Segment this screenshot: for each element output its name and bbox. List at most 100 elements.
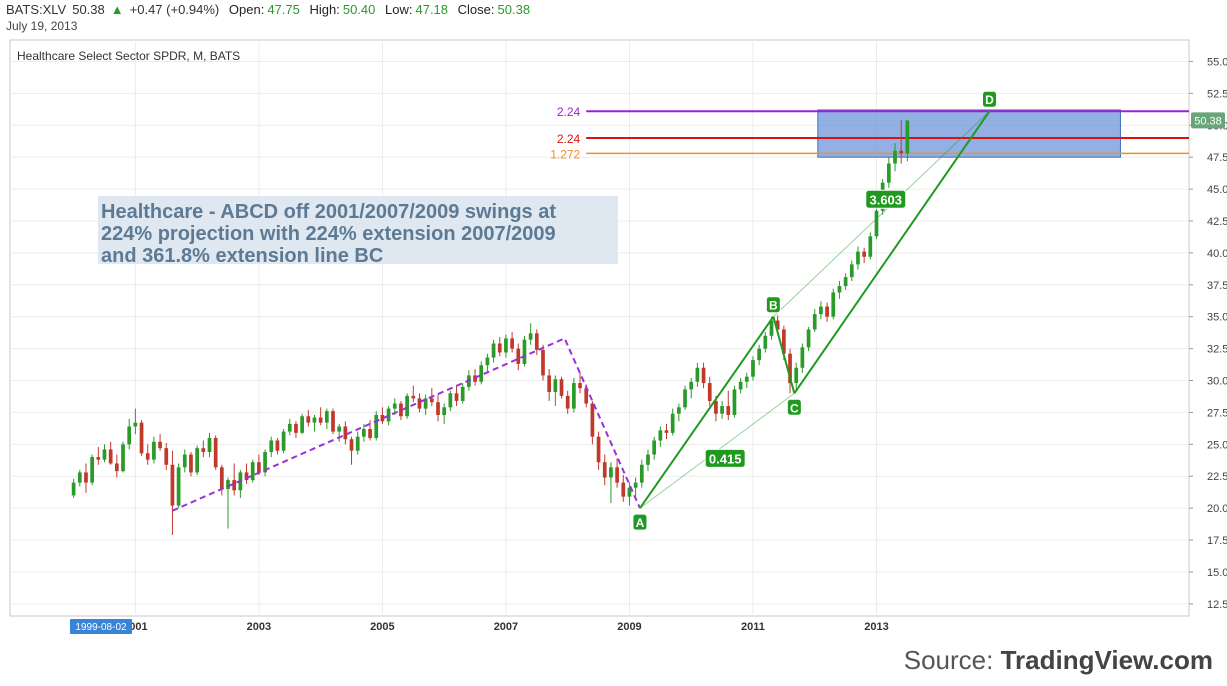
- candle-body: [862, 251, 866, 257]
- candle-body: [782, 329, 786, 354]
- candle-body: [368, 429, 372, 438]
- candle-body: [257, 462, 261, 473]
- candle-body: [905, 120, 910, 154]
- last-price: 50.38: [72, 2, 105, 17]
- candle-body: [788, 353, 792, 384]
- candle-body: [744, 376, 749, 382]
- pattern-point-label: C: [790, 401, 799, 415]
- annotation-line: and 361.8% extension line BC: [101, 245, 383, 267]
- y-tick-label: 37.50: [1207, 280, 1227, 292]
- candle-body: [306, 416, 311, 423]
- candle-body: [621, 482, 626, 497]
- candle-body: [287, 423, 292, 432]
- high-value: 50.40: [342, 2, 376, 17]
- candle-body: [133, 422, 138, 427]
- x-start-label: 1999-08-02: [75, 622, 127, 633]
- pattern-bd-line: [773, 110, 990, 318]
- candle-body: [195, 448, 199, 473]
- ratio-badge: [704, 448, 746, 468]
- candle-body: [534, 333, 539, 350]
- candle-body: [553, 379, 558, 393]
- candle-body: [485, 357, 490, 366]
- candle-body: [176, 467, 181, 506]
- candle-body: [170, 464, 175, 506]
- candle-body: [683, 389, 687, 408]
- candle-body: [559, 379, 564, 396]
- candle-body: [460, 386, 465, 401]
- candle-body: [652, 440, 657, 455]
- last-price-tag: [1191, 112, 1225, 129]
- candle-body: [794, 367, 799, 384]
- symbol-label[interactable]: BATS:XLV: [6, 2, 67, 17]
- x-start-flag: [70, 619, 132, 634]
- candle-body: [751, 360, 755, 377]
- y-tick-label: 35.00: [1207, 312, 1227, 324]
- y-tick-label: 12.50: [1207, 599, 1227, 611]
- y-tick-label: 42.50: [1207, 216, 1227, 228]
- x-tick-label: 2007: [494, 621, 518, 633]
- candle-body: [800, 347, 805, 368]
- candle-body: [102, 449, 107, 460]
- candle-body: [707, 383, 712, 401]
- candle-body: [670, 413, 675, 433]
- price-chart[interactable]: 12.50 15.00 17.50 20.00 22.50 25.00 27.50 30.00…: [0, 0, 1227, 640]
- candle-body: [720, 406, 724, 414]
- annotation-line: 224% projection with 224% extension 2007…: [101, 223, 556, 245]
- candle-body: [516, 348, 521, 364]
- candle-body: [528, 333, 533, 340]
- candle-body: [615, 467, 619, 483]
- last-price-label: 50.38: [1194, 115, 1222, 127]
- candle-body: [380, 414, 385, 422]
- y-tick-label: 32.50: [1207, 344, 1227, 356]
- low-label: Low:: [385, 2, 413, 17]
- source-name: TradingView.com: [1000, 645, 1213, 675]
- y-tick-label: 27.50: [1207, 407, 1227, 419]
- annotation-text: Healthcare - ABCD off 2001/2007/2009 swi…: [101, 201, 556, 267]
- y-tick-label: 30.00: [1207, 376, 1227, 388]
- candle-body: [300, 416, 304, 433]
- candle-body: [250, 462, 255, 481]
- candle-body: [275, 440, 280, 451]
- candle-body: [213, 437, 218, 468]
- target-zone-box: [817, 109, 1121, 158]
- pattern-bc-line: [772, 316, 796, 394]
- candle-body: [96, 457, 101, 460]
- quote-date: July 19, 2013: [6, 19, 78, 33]
- candle-body: [757, 348, 762, 361]
- annotation-box: [98, 196, 618, 264]
- candle-body: [738, 381, 743, 390]
- candle-body: [158, 441, 162, 449]
- candle-body: [812, 314, 817, 330]
- candle-body: [609, 467, 613, 478]
- pattern-point-c: [786, 398, 802, 416]
- ratio-label: 3.603: [869, 192, 902, 207]
- candle-body: [893, 150, 897, 164]
- candle-body: [819, 306, 823, 315]
- candle-body: [417, 398, 422, 409]
- low-value: 47.18: [415, 2, 449, 17]
- candle-body: [349, 439, 354, 451]
- candle-body: [269, 440, 274, 452]
- candle-body: [849, 264, 854, 278]
- candle-body: [590, 403, 595, 437]
- candle-body: [207, 437, 212, 452]
- candle-body: [442, 407, 447, 415]
- candle-body: [695, 367, 700, 382]
- candle-body: [541, 349, 545, 376]
- y-tick-label: 17.50: [1207, 535, 1227, 547]
- y-tick-label: 40.00: [1207, 248, 1227, 260]
- pattern-ab-line: [639, 316, 775, 509]
- candle-body: [139, 422, 144, 454]
- x-tick-label: 2009: [617, 621, 641, 633]
- candle-body: [121, 444, 125, 472]
- x-tick-label: 2013: [864, 621, 888, 633]
- candle-body: [312, 417, 317, 423]
- candle-body: [726, 406, 731, 415]
- candle-body: [386, 408, 391, 422]
- candle-body: [689, 381, 694, 390]
- candle-body: [578, 383, 582, 389]
- candle-body: [664, 430, 669, 433]
- high-label: High:: [309, 2, 340, 17]
- candle-body: [639, 464, 644, 483]
- candle-body: [837, 286, 842, 293]
